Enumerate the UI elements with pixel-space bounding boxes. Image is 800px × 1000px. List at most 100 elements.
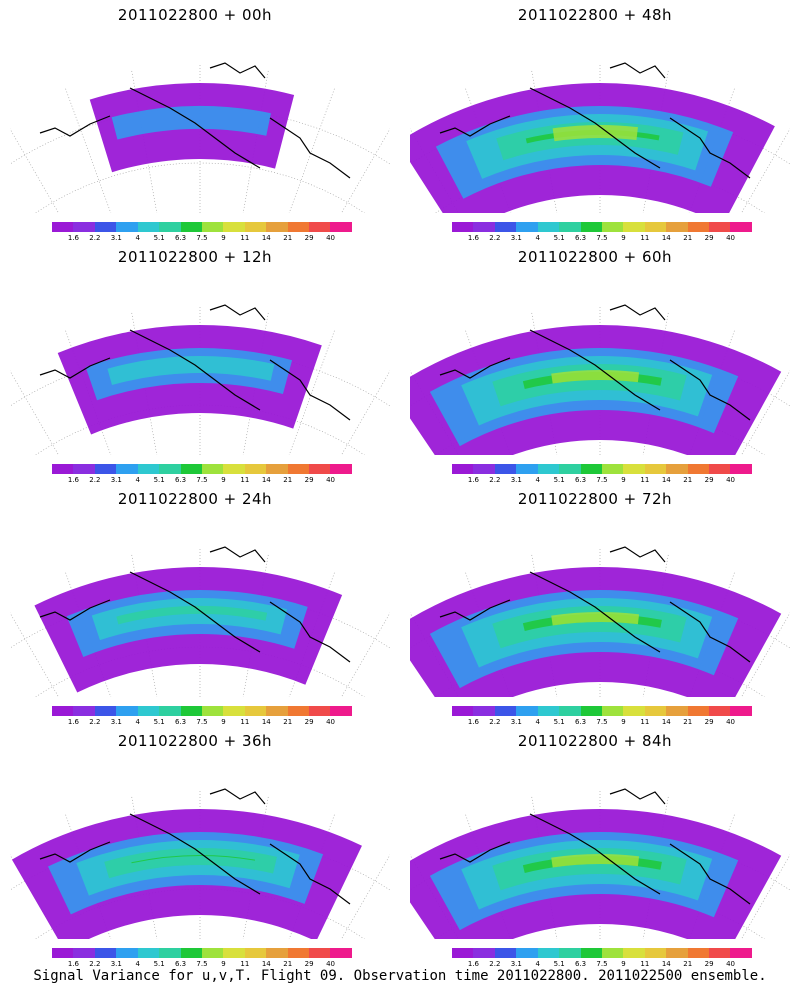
colorbar-swatch — [580, 222, 602, 232]
colorbar-tick-label: 3.1 — [510, 718, 522, 726]
colorbar-swatch — [223, 464, 245, 474]
colorbar-swatch — [452, 464, 474, 474]
colorbar-swatch — [266, 464, 288, 474]
colorbar-swatch — [309, 706, 331, 716]
coastline-segment — [269, 359, 351, 421]
colorbar-swatch — [709, 948, 731, 958]
colorbar-swatch — [287, 222, 310, 232]
colorbar-tick-label: 7.5 — [596, 476, 608, 484]
colorbar — [452, 464, 752, 474]
colorbar-tick-label: 6.3 — [174, 960, 187, 968]
colorbar-swatch — [473, 706, 495, 716]
colorbar-swatch — [159, 464, 181, 474]
coastline — [39, 62, 351, 179]
colorbar-swatch — [159, 948, 181, 958]
colorbar-tick-label: 5.1 — [553, 234, 565, 242]
colorbar-tick-label: 5.1 — [153, 718, 165, 726]
colorbar-swatch — [666, 948, 688, 958]
variance-field — [410, 567, 782, 697]
map-plot — [410, 788, 790, 939]
colorbar-tick-label: 14 — [261, 960, 271, 968]
panel-title: 2011022800 + 00h — [117, 6, 273, 24]
variance-field — [410, 83, 775, 213]
colorbar-swatch — [709, 464, 731, 474]
colorbar-swatch — [537, 706, 560, 716]
map-plot — [410, 304, 790, 455]
colorbar-tick-label: 11 — [640, 476, 650, 484]
colorbar-labels: 1.6 2.2 3.1 4 5.1 6.3 7.5 9 11 14 21 29 40 — [452, 960, 782, 970]
colorbar-labels: 1.6 2.2 3.1 4 5.1 6.3 7.5 9 11 14 21 29 40 — [52, 960, 382, 970]
panel-title: 2011022800 + 84h — [517, 732, 673, 750]
colorbar-swatch — [137, 948, 160, 958]
colorbar-swatch — [223, 222, 245, 232]
colorbar-tick-label: 3.1 — [110, 960, 122, 968]
coastline-segment — [529, 329, 661, 411]
colorbar-swatch — [494, 464, 517, 474]
colorbar-tick-label: 14 — [261, 476, 271, 484]
graticule-parallel — [10, 591, 390, 649]
colorbar-swatch — [473, 464, 495, 474]
colorbar-tick-label: 5.1 — [153, 960, 165, 968]
colorbar-tick-label: 5.1 — [153, 234, 165, 242]
variance-field — [410, 325, 782, 455]
map-panel-72h: 2011022800 + 72h 1.6 2.2 3.1 4 5.1 6.3 7.5 9 11 1… — [400, 484, 790, 726]
coastline-segment — [39, 841, 111, 863]
graticule-parallel — [35, 162, 365, 213]
colorbar-tick-label: 1.6 — [67, 718, 79, 726]
colorbar-tick-label: 40 — [326, 476, 336, 484]
map-panel-60h: 2011022800 + 60h 1.6 2.2 3.1 4 5.1 6.3 7.5 9 11 1… — [400, 242, 790, 484]
colorbar-tick-label: 11 — [240, 476, 250, 484]
colorbar-tick-label: 11 — [640, 718, 650, 726]
colorbar-tick-label: 1.6 — [67, 234, 79, 242]
colorbar-tick-label: 9 — [621, 960, 626, 968]
colorbar-tick-label: 6.3 — [174, 718, 187, 726]
colorbar-swatch — [73, 948, 95, 958]
colorbar-swatch — [537, 464, 560, 474]
colorbar-tick-label: 2.2 — [89, 960, 101, 968]
colorbar-tick-label: 3.1 — [110, 234, 122, 242]
colorbar-swatch — [116, 706, 138, 716]
graticule-meridian — [288, 328, 336, 455]
graticule-parallel — [10, 107, 390, 165]
coastline-segment — [669, 359, 751, 421]
colorbar-tick-label: 3.1 — [510, 960, 522, 968]
colorbar — [452, 948, 752, 958]
map-panel-12h: 2011022800 + 12h 1.6 2.2 3.1 4 5.1 6.3 7.5 9 11 1… — [0, 242, 390, 484]
coastline — [439, 62, 751, 179]
graticule-meridian — [341, 854, 390, 939]
colorbar-swatch — [94, 948, 117, 958]
colorbar-labels: 1.6 2.2 3.1 4 5.1 6.3 7.5 9 11 14 21 29 40 — [452, 234, 782, 244]
colorbar-swatch — [330, 222, 352, 232]
colorbar-swatch — [644, 222, 667, 232]
coastline-segment — [209, 546, 266, 563]
colorbar-tick-label: 1.6 — [67, 476, 79, 484]
colorbar-swatch — [687, 706, 710, 716]
colorbar-tick-label: 11 — [640, 960, 650, 968]
colorbar-tick-label: 2.2 — [89, 234, 101, 242]
colorbar-tick-label: 6.3 — [174, 234, 187, 242]
colorbar-swatch — [537, 948, 560, 958]
graticule-meridian — [341, 128, 390, 213]
colorbar-swatch — [180, 222, 202, 232]
colorbar-swatch — [137, 464, 160, 474]
field-band — [551, 370, 640, 384]
graticule-meridian — [741, 370, 790, 455]
colorbar-swatch — [666, 464, 688, 474]
colorbar-tick-label: 40 — [726, 234, 736, 242]
colorbar-labels: 1.6 2.2 3.1 4 5.1 6.3 7.5 9 11 14 21 29 40 — [52, 476, 382, 486]
panel-title: 2011022800 + 60h — [517, 248, 673, 266]
colorbar-tick-label: 21 — [283, 960, 293, 968]
coastline-segment — [529, 813, 661, 895]
colorbar-swatch — [201, 706, 224, 716]
colorbar-swatch — [666, 222, 688, 232]
colorbar-swatch — [623, 948, 645, 958]
colorbar-swatch — [330, 464, 352, 474]
colorbar-swatch — [223, 706, 245, 716]
colorbar-tick-label: 21 — [283, 234, 293, 242]
colorbar-swatch — [266, 948, 288, 958]
colorbar-tick-label: 29 — [304, 234, 314, 242]
field-band — [551, 612, 640, 626]
colorbar — [452, 706, 752, 716]
colorbar-swatch — [201, 222, 224, 232]
coastline-segment — [609, 788, 666, 805]
